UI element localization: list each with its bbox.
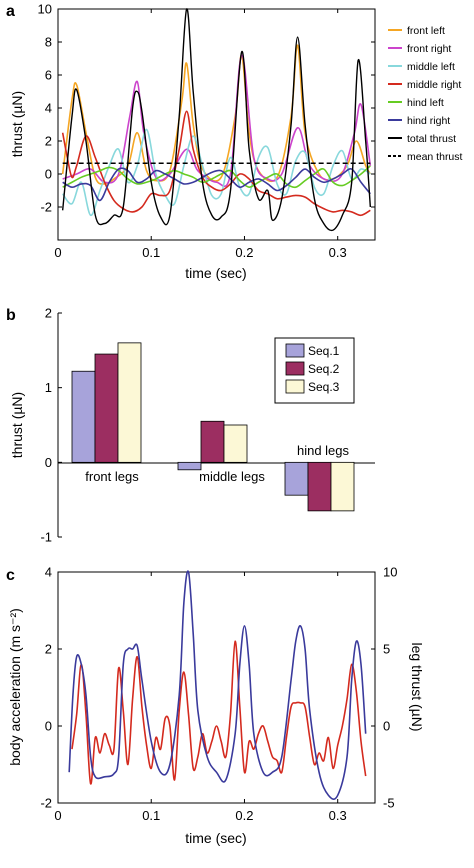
panel-a-legend: front left front right middle left middle r… bbox=[388, 25, 463, 163]
panel-a-x-tick-label: 0.1 bbox=[142, 245, 160, 260]
bar-middle-legs-seq-3 bbox=[223, 424, 248, 463]
panel-c-right-y-tick-label: -5 bbox=[383, 796, 395, 811]
panel-c-x-tick-label: 0 bbox=[54, 808, 61, 823]
panel-c-right-y-tick-label: 0 bbox=[383, 719, 390, 734]
panel-b-letter: b bbox=[6, 307, 16, 324]
panel-a-y-tick-label: 0 bbox=[45, 167, 52, 182]
category-label-middle-legs: middle legs bbox=[199, 469, 265, 484]
panel-b-category-labels: front legs middle legs hind legs bbox=[85, 443, 349, 484]
panel-a-x-tick-label: 0.2 bbox=[235, 245, 253, 260]
panel-a-plot-area bbox=[61, 8, 372, 232]
panel-a-y-tick-label: 4 bbox=[45, 101, 52, 116]
panel-b-y-tick-label: 2 bbox=[45, 306, 52, 321]
legend-label-seq-1: Seq.1 bbox=[308, 344, 340, 358]
bar-front-legs-seq-3 bbox=[117, 342, 142, 463]
panel-c-x-tick-label: 0.2 bbox=[235, 808, 253, 823]
legend-swatch-seq-3 bbox=[285, 379, 305, 394]
legend-label-seq-3: Seq.3 bbox=[308, 380, 340, 394]
panel-c-x-tick-label: 0.1 bbox=[142, 808, 160, 823]
legend-label-total-thrust: total thrust bbox=[407, 133, 456, 145]
series-line-body-acceleration bbox=[71, 640, 367, 785]
legend-swatch-seq-1 bbox=[285, 343, 305, 358]
legend-label-middle-right: middle right bbox=[407, 79, 461, 91]
legend-label-seq-2: Seq.2 bbox=[308, 362, 340, 376]
panel-a-x-tick-label: 0.3 bbox=[329, 245, 347, 260]
panel-a-y-tick-label: 6 bbox=[45, 68, 52, 83]
panel-a-x-axis-label: time (sec) bbox=[185, 265, 246, 281]
bar-front-legs-seq-2 bbox=[94, 353, 119, 463]
bar-hind-legs-seq-1 bbox=[284, 461, 309, 496]
bar-hind-legs-seq-2 bbox=[307, 461, 332, 512]
panel-b-y-tick-label: 1 bbox=[45, 380, 52, 395]
legend-label-hind-left: hind left bbox=[407, 97, 444, 109]
panel-c-left-y-tick-label: 4 bbox=[45, 565, 52, 580]
bar-middle-legs-seq-1 bbox=[177, 461, 202, 471]
series-line-hind-right bbox=[62, 167, 371, 202]
legend-label-front-left: front left bbox=[407, 25, 445, 37]
panel-c-x-tick-label: 0.3 bbox=[329, 808, 347, 823]
legend-label-middle-left: middle left bbox=[407, 61, 455, 73]
panel-b: b -1 0 1 2 front legs middle legs hind legs S… bbox=[6, 306, 375, 545]
bar-hind-legs-seq-3 bbox=[330, 461, 355, 512]
panel-a: a 0 0.1 0.2 0.3 -2 0 2 4 6 8 10 front left front ri… bbox=[6, 2, 463, 282]
panel-a-y-axis-label: thrust (µN) bbox=[9, 91, 25, 157]
panel-b-y-tick-label: -1 bbox=[40, 530, 52, 545]
panel-a-y-tick-label: 8 bbox=[45, 35, 52, 50]
series-line-leg-thrust bbox=[68, 570, 367, 800]
panel-a-letter: a bbox=[6, 3, 15, 20]
panel-c-right-y-tick-label: 5 bbox=[383, 642, 390, 657]
panel-c-left-y-axis-label: body acceleration (m s⁻²) bbox=[7, 608, 23, 766]
panel-c-plot-area bbox=[68, 570, 367, 800]
legend-swatch-seq-2 bbox=[285, 361, 305, 376]
bar-front-legs-seq-1 bbox=[71, 370, 96, 463]
category-label-front-legs: front legs bbox=[85, 469, 139, 484]
panel-b-legend: Seq.1 Seq.2 Seq.3 bbox=[274, 337, 355, 404]
panel-c-right-y-axis-label: leg thrust (µN) bbox=[409, 643, 425, 732]
panel-c-left-y-tick-label: -2 bbox=[40, 796, 52, 811]
panel-c-letter: c bbox=[6, 567, 15, 584]
panel-b-bars bbox=[71, 342, 355, 512]
series-line-hind-left bbox=[62, 165, 371, 189]
legend-label-front-right: front right bbox=[407, 43, 451, 55]
panel-c-axes-frame bbox=[57, 571, 376, 804]
series-line-middle-left bbox=[62, 128, 371, 217]
panel-c-right-y-tick-label: 10 bbox=[383, 565, 397, 580]
legend-label-hind-right: hind right bbox=[407, 115, 450, 127]
panel-a-ticks: 0 0.1 0.2 0.3 -2 0 2 4 6 8 10 bbox=[38, 2, 375, 260]
panel-b-ticks: -1 0 1 2 bbox=[40, 306, 62, 545]
series-line-total-thrust bbox=[61, 8, 372, 232]
panel-b-y-axis-label: thrust (µN) bbox=[9, 392, 25, 458]
category-label-hind-legs: hind legs bbox=[297, 443, 350, 458]
bar-middle-legs-seq-2 bbox=[200, 420, 225, 463]
panel-c-x-axis-label: time (sec) bbox=[185, 830, 246, 846]
panel-c-left-y-tick-label: 2 bbox=[45, 642, 52, 657]
panel-a-axes-frame bbox=[57, 8, 376, 241]
panel-a-y-tick-label: 10 bbox=[38, 2, 52, 17]
panel-c-left-y-tick-label: 0 bbox=[45, 719, 52, 734]
panel-a-y-tick-label: 2 bbox=[45, 134, 52, 149]
panel-a-x-tick-label: 0 bbox=[54, 245, 61, 260]
panel-a-y-tick-label: -2 bbox=[40, 200, 52, 215]
panel-b-y-tick-label: 0 bbox=[45, 455, 52, 470]
legend-label-mean-thrust: mean thrust bbox=[407, 151, 463, 163]
